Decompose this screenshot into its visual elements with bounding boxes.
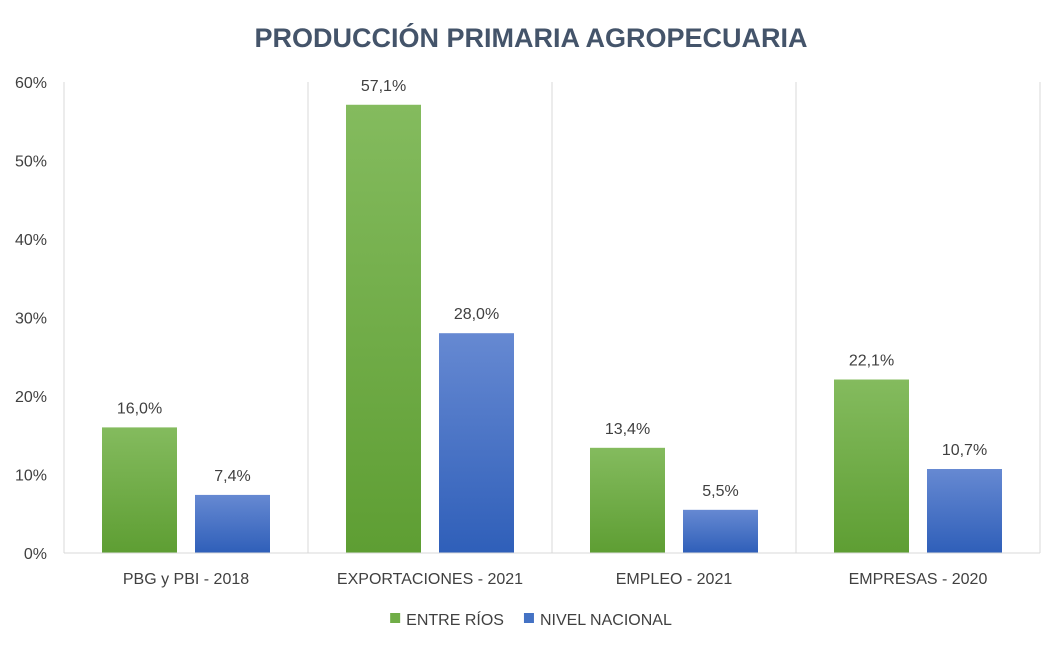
data-label: 57,1% — [361, 78, 406, 95]
data-label: 16,0% — [117, 400, 162, 417]
y-tick-label: 10% — [15, 468, 47, 485]
y-tick-label: 30% — [15, 311, 47, 328]
bar-nivel-nacional — [683, 509, 758, 553]
data-label: 28,0% — [454, 306, 499, 323]
y-tick-label: 0% — [24, 546, 47, 563]
bar-nivel-nacional — [439, 333, 514, 553]
legend-label: ENTRE RÍOS — [406, 610, 504, 629]
data-label: 10,7% — [942, 442, 987, 459]
legend-label: NIVEL NACIONAL — [540, 612, 672, 629]
x-category-label: EMPRESAS - 2020 — [849, 571, 988, 588]
bar-entre-rios — [346, 104, 421, 553]
bar-entre-rios — [102, 427, 177, 553]
bar-entre-rios — [834, 379, 909, 553]
x-category-label: EXPORTACIONES - 2021 — [337, 571, 523, 588]
bar-nivel-nacional — [195, 494, 270, 553]
x-category-label: EMPLEO - 2021 — [616, 571, 733, 588]
bar-nivel-nacional — [927, 469, 1002, 553]
y-tick-label: 20% — [15, 389, 47, 406]
chart-title: PRODUCCIÓN PRIMARIA AGROPECUARIA — [254, 22, 807, 53]
legend-swatch — [523, 613, 534, 623]
data-label: 7,4% — [214, 468, 250, 485]
data-label: 13,4% — [605, 421, 650, 438]
x-category-label: PBG y PBI - 2018 — [123, 571, 249, 588]
bar-entre-rios — [590, 447, 665, 553]
data-label: 22,1% — [849, 353, 894, 370]
y-tick-label: 50% — [15, 154, 47, 171]
y-tick-label: 40% — [15, 232, 47, 249]
data-label: 5,5% — [702, 483, 738, 500]
legend-swatch — [390, 613, 401, 623]
y-tick-label: 60% — [15, 75, 47, 92]
